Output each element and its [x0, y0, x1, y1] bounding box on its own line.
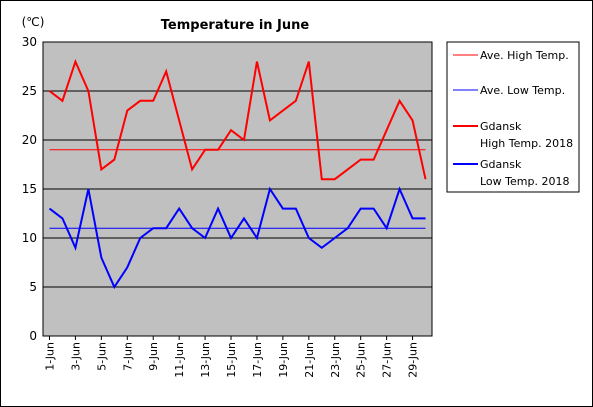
series-lines	[48, 58, 427, 290]
x-tick-label: 11-Jun	[173, 342, 186, 378]
legend-label: Gdansk	[480, 158, 522, 171]
x-tick-label: 29-Jun	[407, 342, 420, 378]
x-tick-label: 9-Jun	[147, 342, 160, 371]
y-tick-label: 30	[22, 35, 37, 49]
y-tick-label: 20	[22, 133, 37, 147]
series-line-3	[48, 58, 427, 181]
x-tick-label: 25-Jun	[355, 342, 368, 378]
x-tick-label: 7-Jun	[121, 342, 134, 371]
legend-entries: Ave. High Temp. Ave. Low Temp. Gdansk High …	[453, 49, 573, 188]
x-tick-label: 5-Jun	[95, 342, 108, 371]
legend	[446, 41, 580, 193]
x-tick-label: 19-Jun	[277, 342, 290, 378]
y-axis-ticks: 0 5 10 15 20 25 30	[22, 35, 37, 343]
y-tick-label: 25	[22, 84, 37, 98]
gridlines	[43, 90, 432, 288]
x-axis-ticks: 1-Jun 3-Jun 5-Jun 7-Jun 9-Jun 11-Jun 13-Jun 15-…	[43, 336, 420, 378]
chart-title: Temperature in June	[161, 18, 310, 33]
x-tick-label: 1-Jun	[43, 342, 56, 371]
unit-label: (℃)	[22, 15, 45, 29]
y-tick-label: 10	[22, 231, 37, 245]
legend-label: Low Temp. 2018	[480, 175, 569, 188]
x-tick-label: 13-Jun	[199, 342, 212, 378]
legend-label: High Temp. 2018	[480, 137, 573, 150]
x-tick-label: 15-Jun	[225, 342, 238, 378]
x-tick-label: 27-Jun	[381, 342, 394, 378]
x-tick-label: 23-Jun	[329, 342, 342, 378]
y-tick-label: 0	[29, 329, 37, 343]
y-tick-label: 15	[22, 182, 37, 196]
series-line-4	[48, 186, 426, 290]
x-tick-label: 21-Jun	[303, 342, 316, 378]
x-tick-label: 17-Jun	[251, 342, 264, 378]
legend-label: Ave. Low Temp.	[480, 84, 565, 97]
y-tick-label: 5	[29, 280, 37, 294]
x-tick-label: 3-Jun	[69, 342, 82, 371]
legend-label: Ave. High Temp.	[480, 49, 569, 62]
legend-label: Gdansk	[480, 120, 522, 133]
